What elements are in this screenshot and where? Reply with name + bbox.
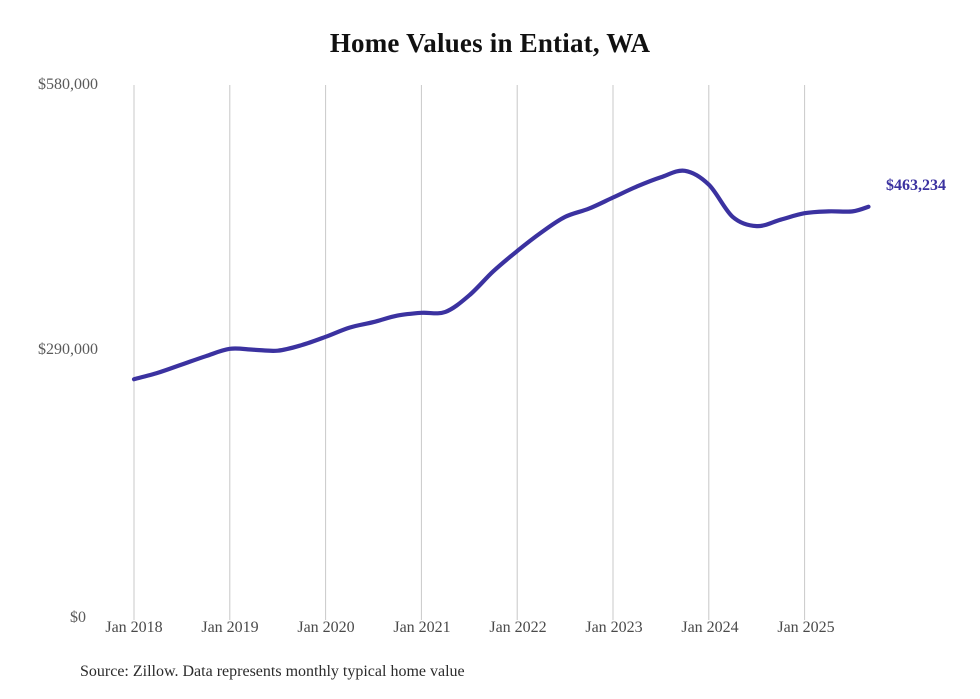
gridlines — [133, 85, 806, 620]
source-footnote: Source: Zillow. Data represents monthly … — [80, 663, 465, 680]
x-axis-tick-jan-2023: Jan 2023 — [585, 619, 643, 636]
x-axis-tick-jan-2022: Jan 2022 — [489, 619, 547, 636]
y-axis-tick-580000: $580,000 — [38, 76, 98, 93]
y-axis-tick-0: $0 — [70, 609, 86, 626]
x-axis-tick-jan-2024: Jan 2024 — [681, 619, 739, 636]
value-line-series — [131, 168, 871, 382]
x-axis-tick-jan-2021: Jan 2021 — [393, 619, 451, 636]
chart-title: Home Values in Entiat, WA — [329, 28, 651, 58]
x-axis-tick-jan-2018: Jan 2018 — [105, 619, 163, 636]
y-axis-tick-290000: $290,000 — [38, 341, 98, 358]
x-axis-tick-jan-2025: Jan 2025 — [777, 619, 835, 636]
x-axis-tick-jan-2020: Jan 2020 — [297, 619, 355, 636]
end-value-annotation: $463,234 — [886, 177, 946, 194]
x-axis-tick-jan-2019: Jan 2019 — [201, 619, 259, 636]
